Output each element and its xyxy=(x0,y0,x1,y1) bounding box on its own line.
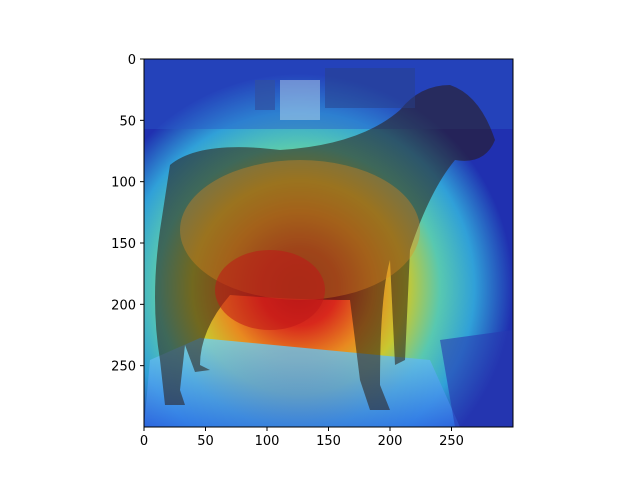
x-axis: 0 50 100 150 200 250 xyxy=(140,427,464,449)
x-tick-label: 0 xyxy=(140,434,148,449)
y-axis: 0 50 100 150 200 250 xyxy=(111,53,144,375)
y-tick-label: 150 xyxy=(111,237,136,252)
x-tick-label: 250 xyxy=(439,434,464,449)
x-tick-label: 100 xyxy=(255,434,280,449)
dog-silhouette xyxy=(155,85,495,410)
x-tick-label: 200 xyxy=(378,434,403,449)
y-tick-label: 100 xyxy=(111,176,136,191)
y-tick-label: 200 xyxy=(111,298,136,313)
window-shape xyxy=(255,80,275,110)
x-tick-label: 50 xyxy=(197,434,214,449)
y-tick-label: 250 xyxy=(111,360,136,375)
x-tick-label: 150 xyxy=(316,434,341,449)
heatmap-image xyxy=(144,59,513,427)
y-tick-label: 50 xyxy=(119,114,136,129)
y-tick-label: 0 xyxy=(128,53,136,68)
